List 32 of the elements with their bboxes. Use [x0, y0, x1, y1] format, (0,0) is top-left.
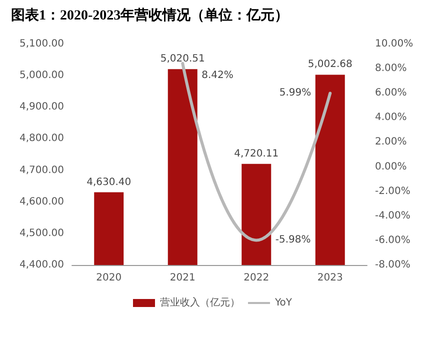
chart-title: 图表1：2020-2023年营收情况（单位：亿元）: [11, 8, 289, 24]
y2-tick-label: 4.00%: [375, 112, 407, 124]
y-tick-label: 4,600.00: [19, 196, 64, 208]
y-tick-label: 5,100.00: [19, 38, 64, 50]
x-tick-label: 2022: [244, 272, 270, 284]
x-tick-label: 2023: [317, 272, 343, 284]
y2-tick-label: -2.00%: [375, 186, 410, 197]
y-tick-label: 4,800.00: [19, 133, 64, 144]
y2-tick-label: -8.00%: [375, 260, 410, 270]
y-tick-label: 4,500.00: [19, 228, 64, 239]
legend-label: 营业收入（亿元）: [160, 296, 240, 308]
y2-tick-label: -6.00%: [375, 234, 410, 246]
data-label: -5.98%: [275, 234, 311, 246]
data-label: 4,630.40: [86, 176, 132, 188]
data-label: 5,002.68: [308, 59, 352, 70]
data-label: 4,720.11: [234, 148, 279, 160]
y-tick-label: 5,000.00: [19, 70, 64, 82]
x-tick-label: 2021: [170, 272, 196, 284]
legend-label: YoY: [274, 298, 293, 308]
y2-tick-label: 10.00%: [375, 38, 414, 50]
y-tick-label: 4,400.00: [19, 260, 64, 270]
y-tick-label: 4,700.00: [19, 164, 64, 176]
data-label: 5.99%: [279, 88, 312, 99]
data-label: 8.42%: [202, 70, 234, 81]
y2-tick-label: 0.00%: [375, 161, 407, 172]
y2-tick-label: 6.00%: [375, 88, 407, 99]
y-tick-label: 4,900.00: [19, 102, 64, 113]
y2-tick-label: 8.00%: [375, 63, 407, 74]
y2-tick-label: -4.00%: [375, 210, 410, 222]
x-tick-label: 2020: [96, 272, 122, 284]
data-label: 5,020.51: [160, 54, 205, 65]
y2-tick-label: 2.00%: [375, 136, 407, 148]
